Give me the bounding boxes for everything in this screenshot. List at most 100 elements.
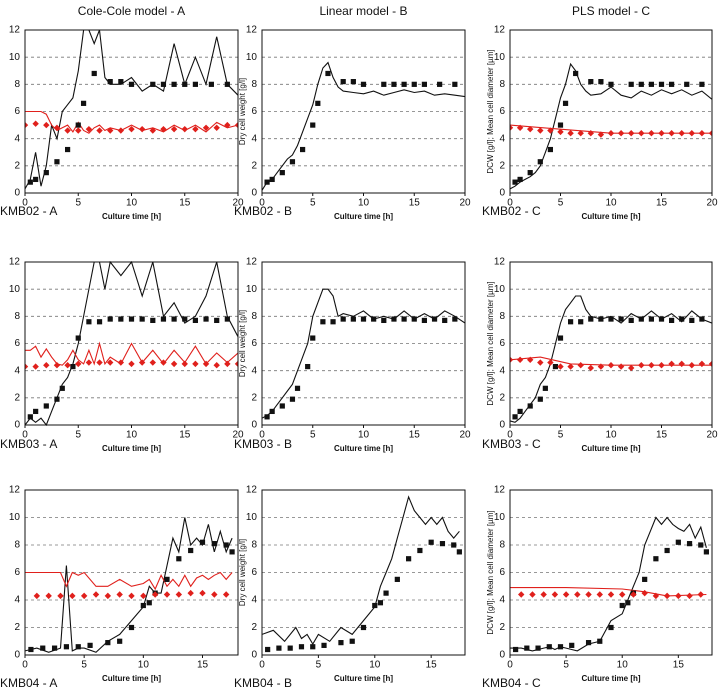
y-tick-label: 2 xyxy=(14,392,20,403)
square-marker xyxy=(628,317,634,324)
square-marker xyxy=(310,335,316,341)
panel: 0 2 4 6 8 10 12 0 5 10 15 Culture time [h] Dry cell … xyxy=(234,485,466,690)
diamond-marker xyxy=(686,592,693,600)
y-tick-label: 10 xyxy=(9,52,21,63)
diamond-marker xyxy=(587,364,594,372)
diamond-marker xyxy=(648,130,655,137)
square-marker xyxy=(224,316,230,322)
diamond-marker xyxy=(567,130,574,137)
diamond-marker xyxy=(170,360,178,368)
diamond-marker xyxy=(698,130,706,137)
square-marker xyxy=(349,638,355,644)
panel-label: KMB03 - C xyxy=(482,437,541,451)
data-line xyxy=(510,62,712,190)
square-marker xyxy=(300,146,306,153)
square-marker xyxy=(340,79,346,85)
square-marker xyxy=(699,316,705,322)
diamond-marker xyxy=(32,120,39,127)
diamond-marker xyxy=(202,360,210,368)
y-tick-label: 2 xyxy=(14,622,20,633)
diamond-marker xyxy=(149,359,156,366)
diamond-marker xyxy=(596,591,603,598)
x-tick-label: 20 xyxy=(459,198,471,209)
diamond-marker xyxy=(57,592,64,600)
square-marker xyxy=(439,541,446,547)
y-tick-label: 0 xyxy=(499,420,505,431)
y-tick-label: 8 xyxy=(499,79,505,90)
x-tick-label: 15 xyxy=(656,198,668,209)
plot-frame xyxy=(261,29,466,194)
diamond-marker xyxy=(128,592,135,600)
y-tick-label: 2 xyxy=(251,392,257,403)
y-tick-label: 6 xyxy=(499,106,505,117)
square-marker xyxy=(140,602,146,609)
diamond-marker xyxy=(80,592,88,600)
diamond-marker xyxy=(202,124,210,131)
data-line xyxy=(262,61,465,191)
square-marker xyxy=(557,644,564,650)
x-tick-label: 15 xyxy=(179,198,191,209)
diamond-marker xyxy=(527,125,534,133)
diamond-marker xyxy=(663,592,671,600)
data-line xyxy=(25,571,233,591)
diamond-marker xyxy=(43,121,50,129)
diamond-marker xyxy=(697,591,704,598)
diamond-marker xyxy=(64,127,71,134)
square-marker xyxy=(664,547,670,554)
diamond-marker xyxy=(658,362,665,369)
x-tick-label: 5 xyxy=(75,430,81,441)
square-marker xyxy=(527,403,533,409)
diamond-marker xyxy=(85,125,93,133)
square-marker xyxy=(223,542,229,548)
diamond-marker xyxy=(688,362,695,369)
diamond-marker xyxy=(607,362,615,369)
square-marker xyxy=(214,317,220,324)
x-axis-label: Culture time [h] xyxy=(581,212,640,221)
square-marker xyxy=(279,170,285,176)
diamond-marker xyxy=(117,359,125,366)
diamond-marker xyxy=(116,591,123,598)
x-tick-label: 20 xyxy=(706,430,718,441)
x-axis-label: Culture time [h] xyxy=(102,674,161,683)
y-tick-label: 6 xyxy=(251,338,257,349)
diamond-marker xyxy=(587,130,594,137)
diamond-marker xyxy=(638,362,645,369)
x-tick-label: 5 xyxy=(316,660,322,671)
diamond-marker xyxy=(75,127,82,134)
square-marker xyxy=(431,316,438,322)
square-marker xyxy=(648,81,654,87)
square-marker xyxy=(40,645,46,651)
x-tick-label: 15 xyxy=(656,430,668,441)
plot-area xyxy=(25,517,235,653)
square-marker xyxy=(437,81,443,87)
square-marker xyxy=(547,146,553,153)
square-marker xyxy=(54,396,60,402)
y-tick-label: 12 xyxy=(246,485,258,496)
square-marker xyxy=(618,316,624,322)
square-marker xyxy=(171,81,177,87)
square-marker xyxy=(43,170,49,176)
plot-area xyxy=(262,495,462,653)
square-marker xyxy=(54,159,60,165)
square-marker xyxy=(70,363,76,370)
square-marker xyxy=(208,81,214,87)
square-marker xyxy=(139,316,145,322)
plot-area xyxy=(25,29,238,190)
square-marker xyxy=(298,644,305,650)
diamond-marker xyxy=(104,592,112,600)
x-tick-label: 5 xyxy=(310,430,316,441)
y-tick-label: 8 xyxy=(499,311,505,322)
square-marker xyxy=(401,316,407,322)
square-marker xyxy=(192,317,198,324)
diamond-marker xyxy=(199,589,206,597)
y-tick-label: 4 xyxy=(14,365,20,376)
square-marker xyxy=(381,81,387,87)
y-tick-label: 10 xyxy=(9,284,21,295)
x-tick-label: 10 xyxy=(358,198,370,209)
square-marker xyxy=(360,81,367,87)
square-marker xyxy=(340,316,346,322)
x-tick-label: 15 xyxy=(673,660,685,671)
diamond-marker xyxy=(537,127,544,134)
square-marker xyxy=(679,316,685,322)
diamond-marker xyxy=(224,121,231,129)
